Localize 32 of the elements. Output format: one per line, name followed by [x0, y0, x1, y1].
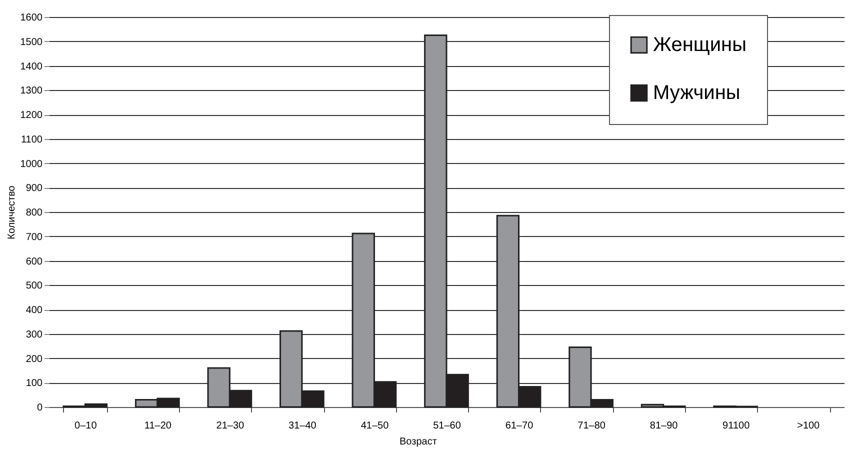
x-tick-label: 51–60	[433, 420, 462, 432]
y-tick-label: 700	[26, 232, 43, 243]
legend-label: Мужчины	[653, 82, 740, 104]
x-tick-label: 61–70	[505, 420, 534, 432]
y-tick-label: 1400	[20, 61, 43, 72]
y-tick-label: 1100	[20, 134, 43, 146]
y-axis-title: Количество	[6, 185, 18, 240]
x-tick-label: 11–20	[144, 420, 172, 432]
y-tick-label: 100	[26, 378, 43, 390]
x-tick-label: 81–90	[650, 420, 678, 432]
y-tick-label: 200	[26, 354, 43, 365]
y-tick-label: 900	[26, 183, 43, 194]
y-tick-label: 0	[36, 402, 43, 414]
y-tick-label: 500	[26, 280, 43, 292]
x-tick-label: 41–50	[360, 420, 390, 432]
x-tick-label: 21–30	[216, 420, 245, 432]
y-tick-label: 1300	[20, 86, 43, 97]
y-tick-label: 300	[26, 329, 43, 340]
y-tick-label: 600	[26, 256, 43, 268]
x-tick-label: 91100	[722, 420, 750, 432]
y-tick-label: 1500	[20, 36, 43, 48]
x-tick-label: >100	[797, 420, 820, 432]
x-tick-label: 31–40	[288, 420, 317, 432]
x-tick-label: 0–10	[74, 420, 98, 432]
y-tick-label: 1600	[20, 12, 43, 24]
y-tick-label: 1000	[20, 158, 43, 170]
x-tick-label: 71–80	[578, 420, 606, 432]
y-tick-label: 1200	[20, 110, 43, 121]
y-tick-label: 400	[26, 305, 43, 316]
legend-label: Женщины	[653, 34, 746, 56]
y-tick-label: 800	[26, 208, 43, 218]
x-axis-title: Возраст	[400, 436, 438, 448]
